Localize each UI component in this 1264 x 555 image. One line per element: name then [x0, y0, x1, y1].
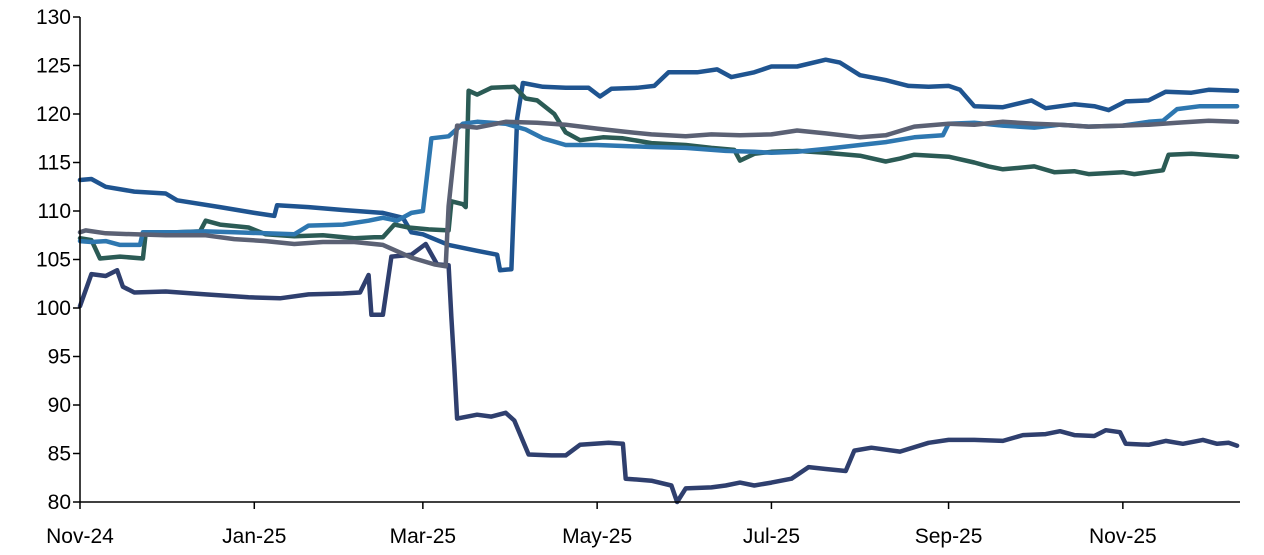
series-line-1 [77, 241, 1240, 505]
y-tick-label: 120 [36, 103, 71, 126]
series-line-3 [77, 84, 1240, 261]
x-tick-label: Jan-25 [222, 525, 286, 548]
y-tick-label: 105 [36, 249, 71, 272]
x-tick-label: Mar-25 [390, 525, 457, 548]
x-tick-label: Sep-25 [915, 525, 983, 548]
x-tick-label: Nov-25 [1089, 525, 1157, 548]
series-line-2 [77, 57, 1240, 273]
x-tick-label: Jul-25 [743, 525, 800, 548]
y-tick-label: 95 [48, 346, 71, 369]
y-tick-label: 85 [48, 443, 71, 466]
x-tick-label: May-25 [562, 525, 632, 548]
axis-layer: 80 85 90 95 100 105 110 115 120 125 130 Nov-24 Jan-2… [36, 6, 1240, 548]
y-tick-label: 130 [36, 6, 71, 29]
y-tick-label: 110 [38, 200, 71, 223]
x-tick-label: Nov-24 [46, 525, 114, 548]
y-tick-label: 115 [38, 152, 71, 175]
series-line-4 [77, 103, 1240, 248]
series-line-5 [77, 118, 1240, 269]
y-tick-label: 125 [36, 55, 71, 78]
y-tick-label: 80 [48, 491, 71, 514]
y-tick-label: 100 [36, 297, 71, 320]
series-layer [77, 57, 1240, 505]
y-tick-label: 90 [48, 394, 71, 417]
